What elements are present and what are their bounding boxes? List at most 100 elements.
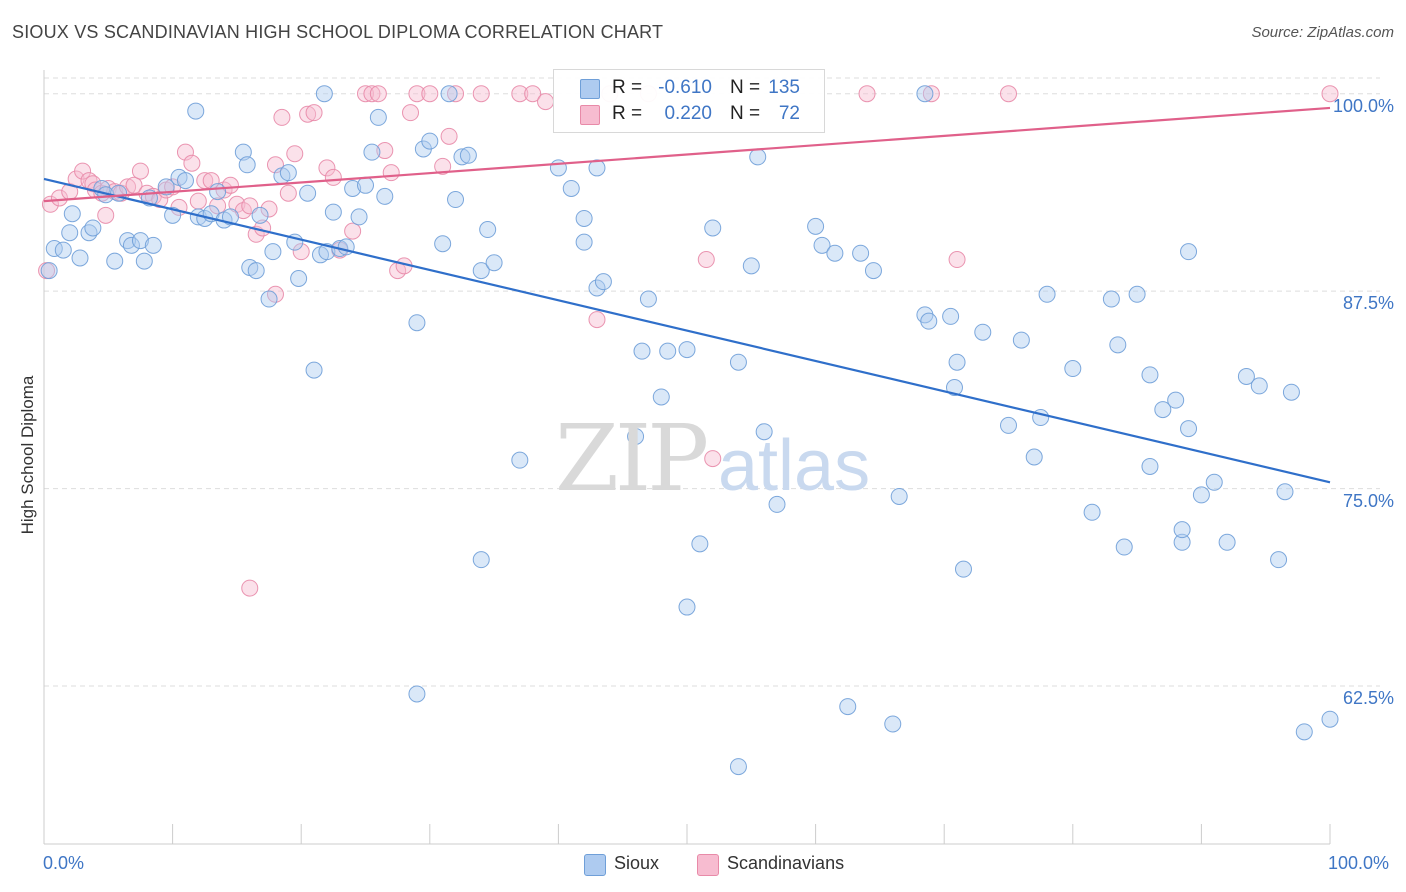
- scandinavians-point: [241, 579, 259, 597]
- sioux-point: [755, 423, 773, 441]
- y-axis-label: High School Diploma: [18, 375, 37, 535]
- sioux-legend-label: Sioux: [614, 853, 660, 873]
- sioux-point: [135, 252, 153, 270]
- sioux-point: [472, 262, 490, 280]
- scandinavians-point: [176, 143, 194, 161]
- sioux-point: [376, 187, 394, 205]
- r-value: -0.610: [658, 77, 712, 98]
- scandinavians-points: [38, 85, 1339, 597]
- sioux-point: [71, 249, 89, 267]
- scandinavians-point: [922, 85, 940, 103]
- sioux-point: [234, 143, 252, 161]
- sioux-point: [1295, 723, 1313, 741]
- scandinavians-point: [324, 168, 342, 186]
- scandinavians-point: [305, 104, 323, 122]
- sioux-point: [122, 236, 140, 254]
- sioux-point: [678, 341, 696, 359]
- sioux-point: [1012, 331, 1030, 349]
- sioux-point: [1250, 377, 1268, 395]
- sioux-point: [247, 262, 265, 280]
- n-label: N =: [730, 77, 761, 98]
- sioux-point: [209, 183, 227, 201]
- sioux-point: [453, 148, 471, 166]
- n-label: N =: [730, 103, 761, 124]
- y-tick-label-62-5: 62.5%: [1342, 688, 1394, 709]
- scandinavians-point: [266, 156, 284, 174]
- sioux-point: [485, 254, 503, 272]
- scandinavians-point: [318, 159, 336, 177]
- r-label: R =: [612, 77, 643, 98]
- scandinavians-point: [97, 206, 115, 224]
- sioux-point: [948, 353, 966, 371]
- sioux-point: [884, 715, 902, 733]
- sioux-point: [974, 323, 992, 341]
- x-tick-label-max: 100.0%: [1328, 853, 1390, 873]
- sioux-point: [1180, 243, 1198, 261]
- scandinavians-legend-label: Scandinavians: [727, 853, 845, 873]
- watermark-atlas: atlas: [718, 426, 871, 506]
- sioux-point: [627, 427, 645, 445]
- scandinavians-point: [1000, 85, 1017, 103]
- sioux-point: [691, 535, 709, 553]
- sioux-point: [1270, 551, 1288, 569]
- scandinavians-point: [183, 154, 201, 172]
- scandinavians-point: [279, 184, 297, 202]
- sioux-point: [1167, 391, 1185, 409]
- sioux-point: [652, 388, 670, 406]
- sioux-point: [260, 290, 278, 308]
- sioux-point: [639, 290, 657, 308]
- sioux-point: [1192, 486, 1210, 504]
- scandinavians-point: [382, 164, 400, 182]
- sioux-point: [1064, 360, 1082, 378]
- sioux-point: [749, 148, 767, 166]
- scandinavians-point: [447, 85, 465, 103]
- scandinavians-point: [472, 85, 490, 103]
- sioux-point: [357, 176, 374, 194]
- sioux-point: [369, 108, 387, 126]
- scandinavians-point: [369, 85, 387, 103]
- sioux-point: [84, 219, 102, 237]
- sioux-point: [440, 85, 458, 103]
- scandinavians-point: [286, 145, 304, 163]
- sioux-point: [54, 241, 72, 259]
- sioux-point: [290, 270, 308, 288]
- sioux-point: [238, 156, 256, 174]
- scandinavians-point: [344, 222, 362, 240]
- legend-row-sioux: R = -0.610 N = 135: [554, 75, 824, 101]
- scandinavians-point: [292, 243, 310, 261]
- legend-row-scandinavians: R = 0.220 N = 72: [554, 101, 824, 127]
- sioux-point: [920, 312, 938, 330]
- sioux-point: [251, 206, 269, 224]
- scandinavians-point: [402, 104, 420, 122]
- sioux-point: [1109, 336, 1127, 354]
- chart-title: SIOUX VS SCANDINAVIAN HIGH SCHOOL DIPLOM…: [12, 22, 664, 42]
- sioux-point: [954, 560, 972, 578]
- sioux-point: [575, 209, 593, 227]
- scandinavians-point: [273, 108, 291, 126]
- watermark-zip: ZIP: [555, 405, 709, 512]
- sioux-point: [434, 235, 452, 253]
- sioux-point: [678, 598, 696, 616]
- n-value: 72: [778, 103, 800, 124]
- scandinavians-point: [363, 85, 381, 103]
- sioux-point: [729, 758, 747, 776]
- scandinavians-point: [434, 157, 452, 175]
- sioux-point: [852, 244, 870, 262]
- series-legend: Sioux Scandinavians: [0, 852, 1406, 878]
- scandinavians-point: [588, 311, 606, 329]
- r-label: R =: [612, 103, 643, 124]
- sioux-point: [363, 143, 381, 161]
- sioux-point: [729, 353, 747, 371]
- sioux-point: [768, 495, 786, 513]
- scandinavians-point: [125, 176, 143, 194]
- sioux-point: [447, 191, 465, 209]
- sioux-point: [1205, 473, 1223, 491]
- sioux-point: [826, 244, 844, 262]
- sioux-point: [594, 273, 612, 291]
- scandinavians-swatch: [580, 105, 600, 125]
- sioux-point: [61, 224, 79, 242]
- sioux-point: [1000, 416, 1017, 434]
- sioux-point: [1180, 420, 1198, 438]
- correlation-legend: R = -0.610 N = 135 R = 0.220 N = 72: [553, 69, 825, 133]
- scandinavians-point: [948, 251, 966, 269]
